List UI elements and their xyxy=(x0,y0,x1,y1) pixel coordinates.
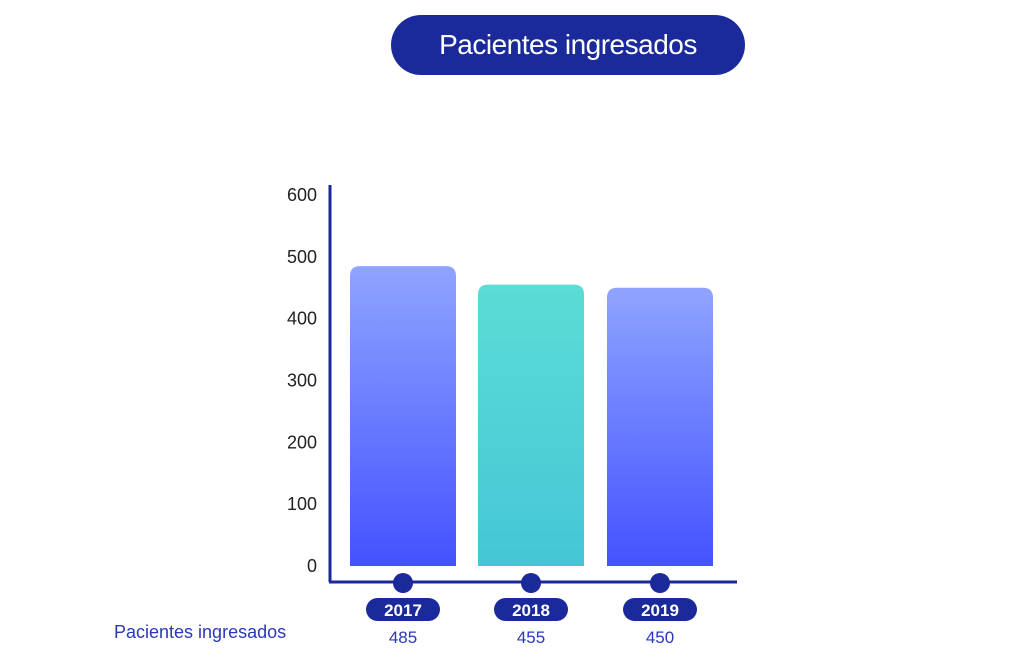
bar-2017 xyxy=(350,266,456,566)
data-value-label: 455 xyxy=(517,628,545,647)
bar-2018 xyxy=(478,284,584,566)
category-pill xyxy=(366,598,440,621)
category-label: 2019 xyxy=(641,601,679,620)
y-tick-label: 300 xyxy=(287,371,317,391)
data-value-label: 485 xyxy=(389,628,417,647)
x-tick-marker xyxy=(393,573,413,593)
y-tick-label: 500 xyxy=(287,247,317,267)
data-value-label: 450 xyxy=(646,628,674,647)
category-label: 2017 xyxy=(384,601,422,620)
category-label: 2018 xyxy=(512,601,550,620)
y-tick-label: 100 xyxy=(287,494,317,514)
y-tick-label: 600 xyxy=(287,185,317,205)
x-tick-marker xyxy=(650,573,670,593)
y-tick-label: 200 xyxy=(287,432,317,452)
y-tick-label: 400 xyxy=(287,309,317,329)
x-tick-marker xyxy=(521,573,541,593)
category-pill xyxy=(494,598,568,621)
series-label: Pacientes ingresados xyxy=(114,622,287,642)
category-pill xyxy=(623,598,697,621)
chart-title: Pacientes ingresados xyxy=(391,15,745,75)
y-tick-label: 0 xyxy=(307,556,317,576)
bar-2019 xyxy=(607,287,713,566)
